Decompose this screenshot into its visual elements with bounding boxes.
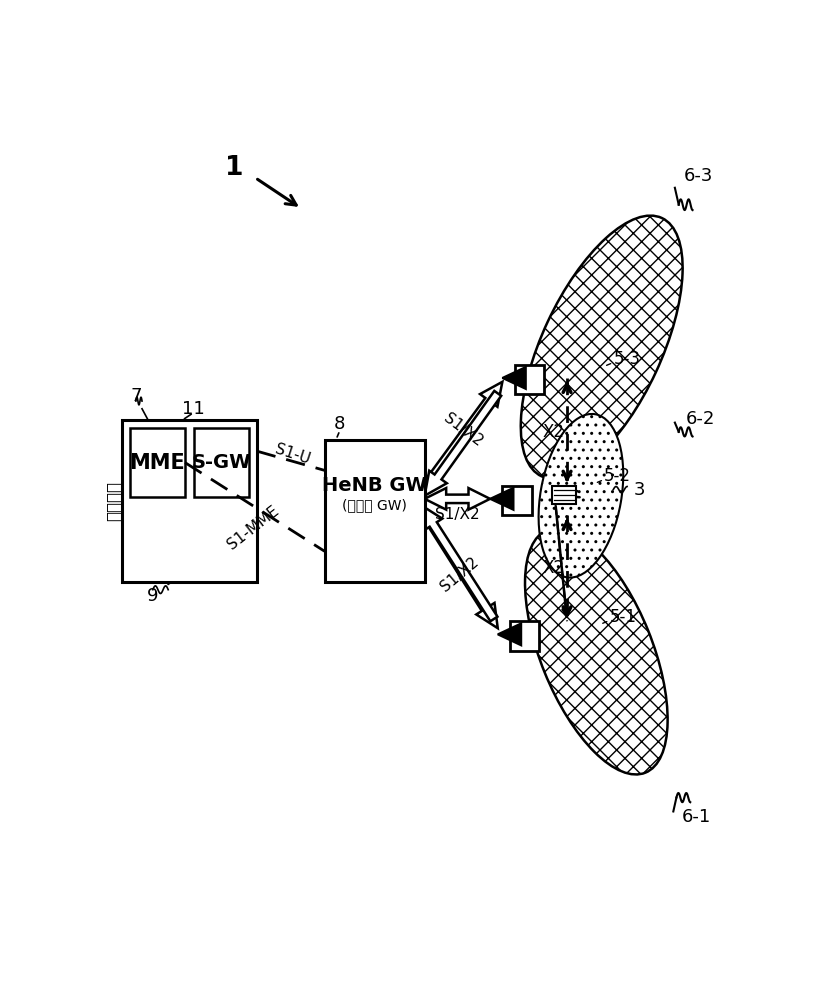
Bar <box>325 440 424 582</box>
Text: 6-2: 6-2 <box>686 410 715 428</box>
Text: HeNB GW: HeNB GW <box>322 476 427 495</box>
Ellipse shape <box>539 414 623 578</box>
Text: S1-U: S1-U <box>273 441 311 467</box>
Text: 核心网络: 核心网络 <box>105 481 124 521</box>
Text: X2: X2 <box>543 423 565 441</box>
Text: (小小区 GW): (小小区 GW) <box>342 498 407 512</box>
Text: 5-3: 5-3 <box>613 350 640 368</box>
Polygon shape <box>424 488 490 510</box>
Ellipse shape <box>521 216 682 479</box>
Text: 11: 11 <box>182 400 205 418</box>
Polygon shape <box>503 367 526 389</box>
Bar <box>122 420 257 582</box>
Bar <box>515 365 544 394</box>
Text: 8: 8 <box>335 415 345 433</box>
Text: S1-MME: S1-MME <box>224 503 282 553</box>
Text: 3: 3 <box>634 481 644 499</box>
Text: 5-2: 5-2 <box>604 467 631 485</box>
Text: S1/X2: S1/X2 <box>441 410 485 449</box>
Polygon shape <box>424 391 501 496</box>
Text: X2: X2 <box>543 559 565 577</box>
Bar <box>551 486 576 504</box>
Bar <box>503 486 531 515</box>
Text: 5-1: 5-1 <box>610 608 636 626</box>
Bar <box>194 428 249 497</box>
Bar <box>510 621 540 651</box>
Text: 9: 9 <box>147 587 158 605</box>
Text: S1/X2: S1/X2 <box>434 507 480 522</box>
Polygon shape <box>421 505 498 621</box>
Text: 1: 1 <box>225 155 244 181</box>
Polygon shape <box>421 510 498 628</box>
Ellipse shape <box>525 528 667 774</box>
Text: 7: 7 <box>130 387 142 405</box>
Bar <box>129 428 185 497</box>
Text: MME: MME <box>129 453 185 473</box>
Text: 6-3: 6-3 <box>683 167 713 185</box>
Polygon shape <box>490 488 513 510</box>
Polygon shape <box>498 623 521 645</box>
Text: S1/X2: S1/X2 <box>438 554 481 594</box>
Polygon shape <box>421 382 503 491</box>
Text: S-GW: S-GW <box>191 453 251 472</box>
Text: 6-1: 6-1 <box>681 808 711 826</box>
